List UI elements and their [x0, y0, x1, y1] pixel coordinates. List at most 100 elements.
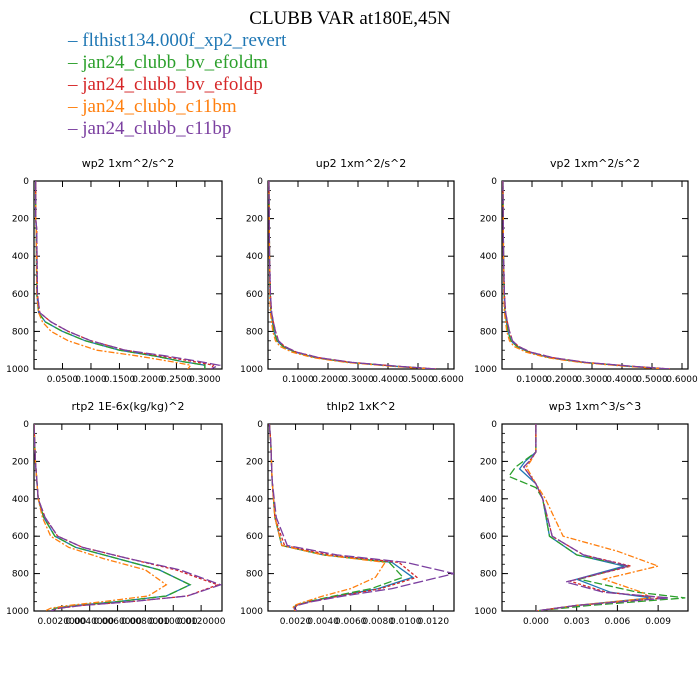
- series-line: [268, 181, 434, 369]
- x-tick-label: 0.0060: [335, 617, 367, 627]
- series-line: [35, 181, 215, 369]
- x-tick-label: 0.1000: [282, 375, 314, 385]
- y-tick-label: 0: [491, 177, 497, 187]
- y-tick-label: 1000: [6, 365, 29, 375]
- chart-panel: vp2 1xm^2/s^2 0 200 400 600 800 1000 0.10000.20…: [474, 157, 698, 385]
- series-line: [502, 181, 671, 369]
- x-tick-label: 0.0120000: [177, 617, 226, 627]
- y-tick-label: 200: [12, 215, 29, 225]
- y-tick-label: 0: [491, 420, 497, 430]
- legend: – flthist134.000f_xp2_revert – jan24_club…: [68, 30, 286, 140]
- plot-frame: [33, 423, 223, 612]
- y-tick-label: 400: [12, 252, 29, 262]
- series-line: [34, 424, 222, 611]
- x-tick-label: 0.003: [564, 617, 590, 627]
- x-tick-label: 0.0100: [390, 617, 422, 627]
- y-tick-label: 400: [480, 495, 497, 505]
- y-tick-label: 0: [23, 177, 29, 187]
- series-line: [502, 181, 668, 369]
- series-line: [34, 424, 192, 611]
- legend-label: jan24_clubb_bv_efoldp: [82, 74, 263, 95]
- panel-title: thlp2 1xK^2: [327, 400, 396, 413]
- plot-frame: [267, 423, 455, 612]
- x-tick-label: 0.0080000: [121, 617, 170, 627]
- y-tick-label: 1000: [240, 365, 263, 375]
- y-tick-label: 400: [12, 495, 29, 505]
- legend-item: – jan24_clubb_c11bm: [68, 96, 286, 118]
- x-tick-label: 0.0020000: [38, 617, 87, 627]
- legend-line-marker: –: [68, 30, 83, 51]
- x-tick-label: 0.0040: [307, 617, 339, 627]
- x-tick-label: 0.0500: [47, 375, 79, 385]
- panel-title: wp2 1xm^2/s^2: [82, 157, 175, 170]
- legend-line-marker: –: [68, 74, 83, 95]
- y-tick-label: 600: [12, 532, 29, 542]
- x-tick-label: 0.5000: [636, 375, 668, 385]
- y-tick-label: 600: [12, 290, 29, 300]
- series-line: [525, 424, 661, 611]
- y-tick-label: 600: [246, 532, 263, 542]
- series-line: [268, 181, 431, 369]
- series-line: [268, 424, 387, 611]
- x-tick-label: 0.0080: [362, 617, 394, 627]
- y-tick-label: 600: [480, 290, 497, 300]
- y-tick-label: 200: [246, 215, 263, 225]
- x-tick-label: 0.0020: [280, 617, 312, 627]
- chart-main-title: CLUBB VAR at180E,45N: [249, 8, 451, 29]
- y-tick-label: 800: [480, 570, 497, 580]
- panel-title: wp3 1xm^3/s^3: [549, 400, 642, 413]
- series-line: [502, 181, 665, 369]
- series-line: [502, 181, 671, 369]
- y-tick-label: 1000: [6, 607, 29, 617]
- x-tick-label: 0.0120: [418, 617, 450, 627]
- plot-frame: [267, 180, 455, 370]
- x-tick-label: 0.000: [523, 617, 549, 627]
- x-tick-label: 0.4000: [606, 375, 638, 385]
- y-tick-label: 1000: [474, 365, 497, 375]
- y-tick-label: 400: [480, 252, 497, 262]
- x-tick-label: 0.5000: [402, 375, 434, 385]
- legend-line-marker: –: [68, 96, 83, 117]
- series-line: [507, 424, 686, 611]
- x-tick-label: 0.006: [605, 617, 631, 627]
- y-tick-label: 800: [246, 570, 263, 580]
- series-line: [34, 424, 168, 611]
- x-tick-label: 0.009: [645, 617, 671, 627]
- y-tick-label: 200: [480, 457, 497, 467]
- series-line: [34, 424, 192, 611]
- chart-panel: rtp2 1E-6x(kg/kg)^2 0 200 400 600 800 1000 0.00…: [6, 400, 226, 627]
- chart-panel: up2 1xm^2/s^2 0 200 400 600 800 1000 0.10000.20…: [240, 157, 464, 385]
- y-tick-label: 200: [12, 457, 29, 467]
- y-tick-label: 0: [257, 420, 263, 430]
- x-tick-label: 0.0100000: [149, 617, 198, 627]
- legend-line-marker: –: [68, 118, 83, 139]
- y-tick-label: 800: [246, 327, 263, 337]
- plot-frame: [501, 180, 689, 370]
- y-tick-label: 0: [257, 177, 263, 187]
- x-tick-label: 0.1500: [104, 375, 136, 385]
- x-tick-label: 0.1000: [75, 375, 107, 385]
- panel-title: up2 1xm^2/s^2: [316, 157, 407, 170]
- y-tick-label: 600: [480, 532, 497, 542]
- y-tick-label: 800: [480, 327, 497, 337]
- legend-label: flthist134.000f_xp2_revert: [82, 30, 287, 51]
- y-tick-label: 200: [246, 457, 263, 467]
- series-line: [268, 181, 437, 369]
- x-tick-label: 0.3000: [576, 375, 608, 385]
- legend-item: – jan24_clubb_bv_efoldp: [68, 74, 286, 96]
- legend-label: jan24_clubb_c11bp: [82, 118, 232, 139]
- x-tick-label: 0.6000: [666, 375, 698, 385]
- x-tick-label: 0.4000: [372, 375, 404, 385]
- panel-title: vp2 1xm^2/s^2: [550, 157, 640, 170]
- series-line: [35, 181, 206, 369]
- series-line: [518, 424, 652, 611]
- y-tick-label: 1000: [240, 607, 263, 617]
- legend-item: – jan24_clubb_bv_efoldm: [68, 52, 286, 74]
- y-tick-label: 1000: [474, 607, 497, 617]
- legend-label: jan24_clubb_c11bm: [82, 96, 237, 117]
- x-tick-label: 0.6000: [432, 375, 464, 385]
- panel-title: rtp2 1E-6x(kg/kg)^2: [72, 400, 185, 413]
- x-tick-label: 0.2000: [132, 375, 164, 385]
- x-tick-label: 0.3000: [342, 375, 374, 385]
- series-line: [35, 181, 222, 369]
